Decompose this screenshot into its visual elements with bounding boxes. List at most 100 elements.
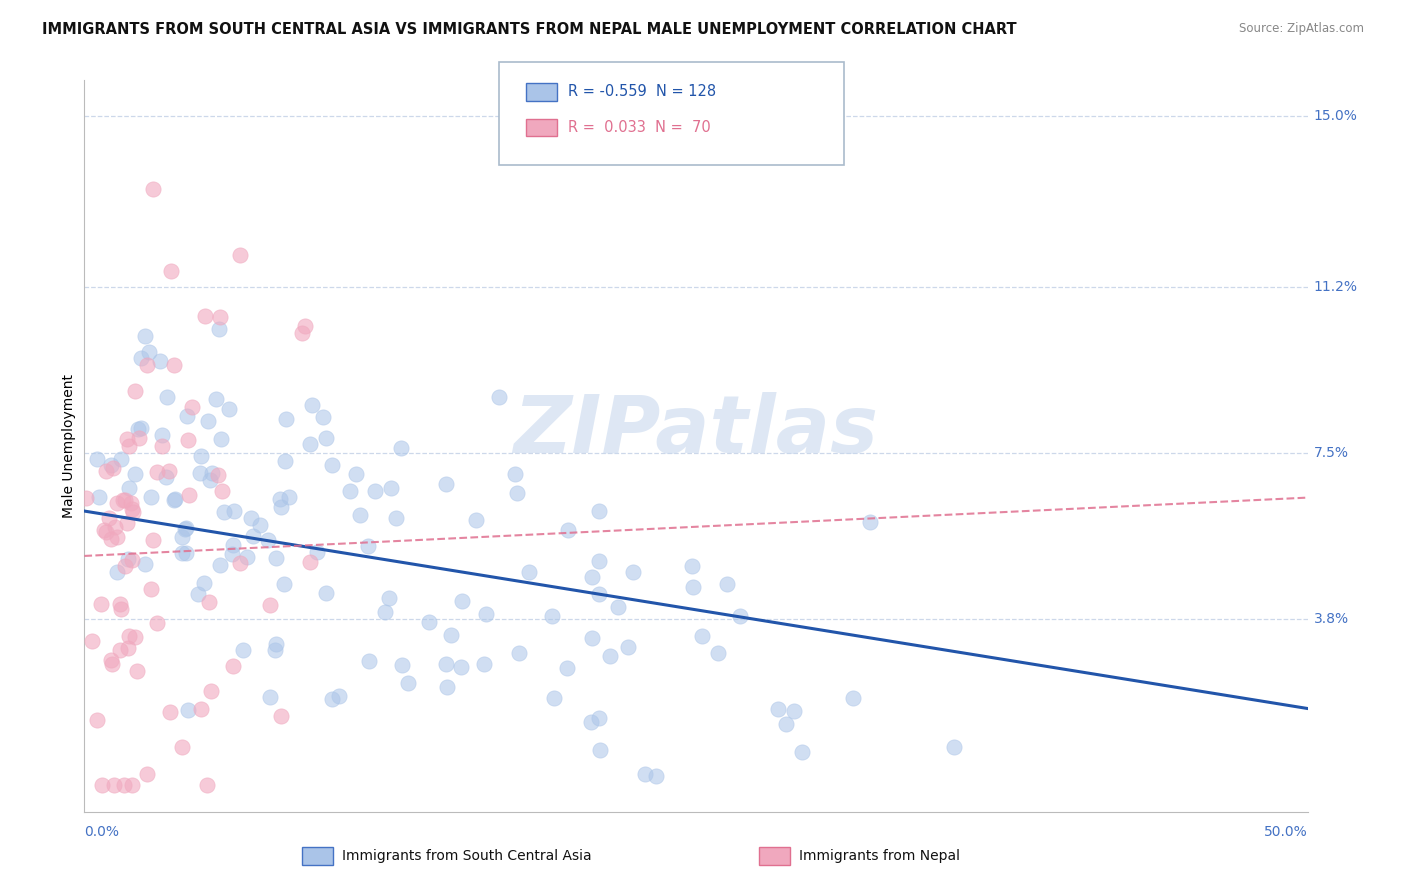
Point (108, 643, 131, 657)
Point (163, 359, 186, 373)
Point (142, 533, 165, 548)
Point (389, 442, 412, 456)
Point (89, 490, 111, 504)
Point (121, 778, 143, 792)
Point (232, 643, 254, 657)
Point (249, 517, 271, 532)
Point (136, 358, 159, 372)
Point (125, 664, 148, 678)
Point (682, 581, 704, 595)
Point (214, 505, 236, 519)
Point (222, 504, 245, 518)
Point (681, 559, 703, 574)
Point (588, 587, 610, 601)
Point (124, 384, 146, 398)
Point (118, 481, 141, 495)
Point (263, 643, 285, 657)
Point (278, 490, 301, 504)
Point (269, 491, 291, 506)
Point (588, 554, 610, 568)
Point (508, 646, 530, 660)
Point (105, 565, 128, 579)
Point (775, 716, 797, 731)
Text: 50.0%: 50.0% (1264, 825, 1308, 838)
Point (221, 659, 243, 673)
Point (100, 532, 122, 546)
Point (450, 594, 472, 608)
Text: R =  0.033  N =  70: R = 0.033 N = 70 (568, 120, 711, 135)
Point (259, 599, 281, 613)
Text: Immigrants from South Central Asia: Immigrants from South Central Asia (342, 849, 592, 863)
Point (94, 464, 117, 478)
Point (229, 247, 252, 261)
Point (110, 451, 132, 466)
Point (142, 182, 165, 196)
Point (257, 533, 280, 548)
Point (138, 345, 160, 359)
Point (259, 690, 281, 704)
Point (190, 702, 212, 716)
Point (644, 769, 666, 783)
Point (120, 496, 142, 510)
Point (240, 510, 263, 524)
Point (208, 321, 231, 335)
Point (503, 467, 526, 481)
Point (174, 546, 197, 560)
Point (436, 681, 458, 695)
Point (374, 605, 396, 619)
Point (617, 640, 640, 655)
Point (291, 326, 314, 341)
Point (176, 409, 198, 423)
Point (543, 691, 565, 706)
Point (124, 631, 146, 645)
Point (177, 488, 200, 502)
Point (294, 318, 316, 333)
Point (146, 615, 169, 630)
Point (540, 609, 562, 624)
Point (91, 778, 114, 792)
Point (195, 778, 218, 792)
Point (86, 452, 108, 467)
Point (391, 658, 413, 673)
Point (218, 402, 240, 417)
Point (190, 449, 212, 463)
Point (163, 493, 186, 508)
Point (197, 414, 219, 428)
Point (156, 390, 179, 404)
Point (380, 481, 402, 495)
Point (198, 595, 221, 609)
Point (581, 631, 603, 645)
Point (180, 400, 202, 414)
Point (114, 492, 136, 507)
Point (706, 646, 728, 660)
Point (103, 460, 125, 475)
Point (418, 615, 440, 630)
Point (506, 485, 529, 500)
Point (108, 597, 131, 611)
Point (589, 742, 612, 756)
Point (634, 767, 657, 781)
Point (716, 577, 738, 591)
Point (209, 432, 232, 446)
Point (117, 432, 139, 446)
Point (150, 428, 173, 442)
Point (274, 453, 297, 467)
Point (344, 467, 367, 482)
Point (93, 523, 115, 537)
Point (766, 701, 789, 715)
Point (396, 676, 419, 690)
Point (112, 493, 135, 508)
Point (90, 597, 112, 611)
Point (170, 546, 193, 560)
Point (242, 529, 264, 543)
Point (104, 520, 127, 534)
Point (117, 641, 139, 656)
Text: IMMIGRANTS FROM SOUTH CENTRAL ASIA VS IMMIGRANTS FROM NEPAL MALE UNEMPLOYMENT CO: IMMIGRANTS FROM SOUTH CENTRAL ASIA VS IM… (42, 22, 1017, 37)
Point (86, 713, 108, 727)
Point (193, 575, 215, 590)
Point (378, 591, 401, 605)
Text: 7.5%: 7.5% (1313, 446, 1348, 459)
Point (163, 492, 186, 507)
Point (101, 657, 124, 671)
Point (357, 654, 380, 668)
